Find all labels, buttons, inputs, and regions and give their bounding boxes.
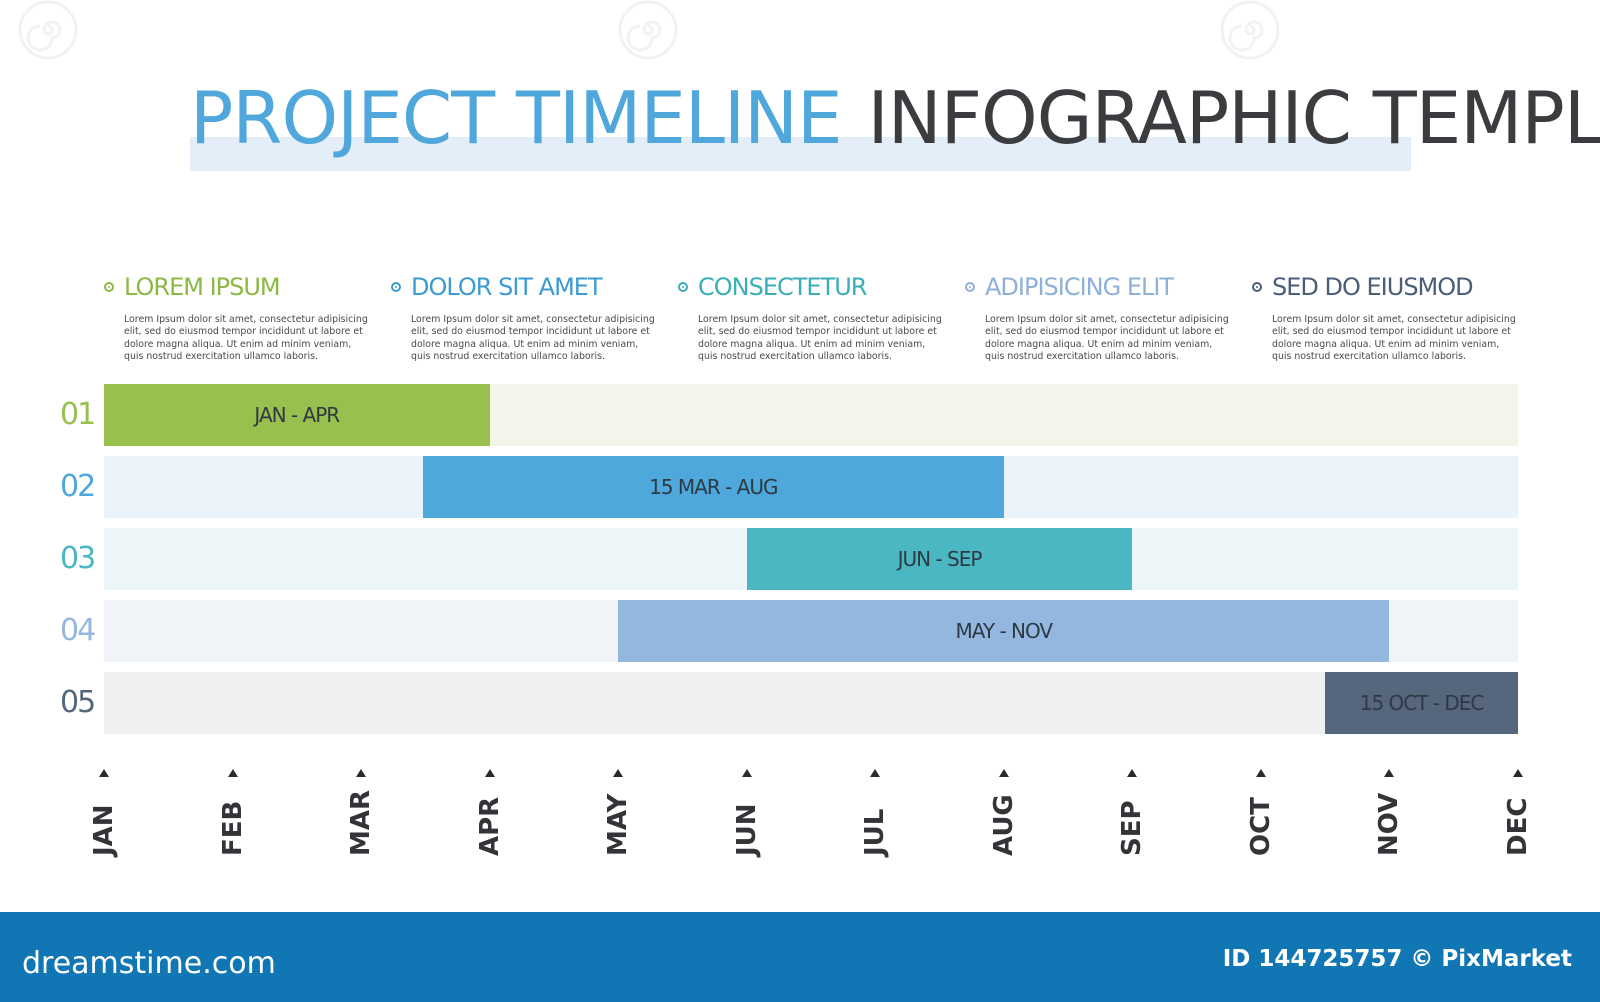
month-label: FEB xyxy=(217,800,248,856)
timeline-bar-label: 15 OCT - DEC xyxy=(1359,691,1485,715)
bullet-icon xyxy=(965,282,975,292)
watermark-spiral-icon xyxy=(618,0,678,60)
page-title: PROJECT TIMELINE INFOGRAPHIC TEMPLATE xyxy=(190,70,1600,166)
row-track xyxy=(104,672,1518,734)
month-tick xyxy=(356,769,367,777)
timeline-bar-label: 15 MAR - AUG xyxy=(649,475,778,499)
bullet-icon xyxy=(1252,282,1262,292)
month-tick xyxy=(99,769,109,777)
legend-heading: ADIPISICING ELIT xyxy=(985,273,1174,301)
bullet-icon xyxy=(104,282,114,292)
month-label: JUN xyxy=(731,803,762,856)
month-tick xyxy=(1127,769,1138,777)
month-label-wrap: JUL xyxy=(835,782,915,862)
footer-brand: dreamstime.com xyxy=(22,946,276,981)
month-tick xyxy=(484,769,495,777)
month-label: AUG xyxy=(988,794,1019,856)
legend-item-5: SED DO EIUSMOD Lorem Ipsum dolor sit ame… xyxy=(1252,268,1516,364)
month-label-wrap: FEB xyxy=(193,782,273,862)
month-tick xyxy=(1255,769,1266,777)
month-label-wrap: JUN xyxy=(707,782,787,862)
month-label-wrap: NOV xyxy=(1349,782,1429,862)
legend-item-1: LOREM IPSUM Lorem Ipsum dolor sit amet, … xyxy=(104,268,368,364)
row-number: 03 xyxy=(60,541,96,576)
legend-text: Lorem Ipsum dolor sit amet, consectetur … xyxy=(985,314,1229,363)
month-tick xyxy=(1513,769,1523,777)
timeline-bar-label: MAY - NOV xyxy=(955,619,1054,643)
timeline-bar-label: JUN - SEP xyxy=(897,547,983,571)
month-label-wrap: MAR xyxy=(321,782,401,862)
month-label-wrap: DEC xyxy=(1478,782,1558,862)
timeline-bar xyxy=(104,384,490,446)
legend-heading: CONSECTETUR xyxy=(698,273,867,301)
timeline-bar-label: JAN - APR xyxy=(254,403,340,427)
legend-item-2: DOLOR SIT AMET Lorem Ipsum dolor sit ame… xyxy=(391,268,655,364)
bullet-icon xyxy=(391,282,401,292)
month-tick xyxy=(741,769,752,777)
legend-heading: SED DO EIUSMOD xyxy=(1272,273,1474,301)
month-label-wrap: AUG xyxy=(964,782,1044,862)
legend-item-3: CONSECTETUR Lorem Ipsum dolor sit amet, … xyxy=(678,268,942,364)
watermark-spiral-icon xyxy=(1220,0,1280,60)
month-label-wrap: MAY xyxy=(578,782,658,862)
title-underline xyxy=(190,137,1411,171)
legend-heading: LOREM IPSUM xyxy=(124,273,281,301)
watermark-spiral-icon xyxy=(18,0,78,60)
row-number: 04 xyxy=(60,613,96,648)
legend-text: Lorem Ipsum dolor sit amet, consectetur … xyxy=(411,314,655,363)
timeline-bar xyxy=(746,528,1133,590)
row-number: 01 xyxy=(60,397,96,432)
title-part-2: INFOGRAPHIC TEMPLATE xyxy=(867,76,1600,160)
month-tick xyxy=(227,769,238,777)
month-label: OCT xyxy=(1245,797,1276,856)
timeline-bar xyxy=(1325,672,1518,734)
month-label: SEP xyxy=(1117,800,1148,856)
month-tick xyxy=(1384,769,1395,777)
month-label-wrap: APR xyxy=(450,782,530,862)
legend-text: Lorem Ipsum dolor sit amet, consectetur … xyxy=(698,314,942,363)
timeline-bar xyxy=(618,600,1390,662)
footer-id: ID 144725757 © PixMarket xyxy=(1222,946,1572,972)
month-label-wrap: SEP xyxy=(1092,782,1172,862)
month-label-wrap: JAN xyxy=(64,782,144,862)
month-tick xyxy=(998,769,1009,777)
month-label-wrap: OCT xyxy=(1221,782,1301,862)
legend-item-4: ADIPISICING ELIT Lorem Ipsum dolor sit a… xyxy=(965,268,1229,364)
month-label: MAY xyxy=(603,793,634,856)
month-label: DEC xyxy=(1503,797,1533,856)
legend-text: Lorem Ipsum dolor sit amet, consectetur … xyxy=(1272,314,1516,363)
month-label: MAR xyxy=(346,789,377,856)
legend-heading: DOLOR SIT AMET xyxy=(411,273,603,301)
timeline-bar xyxy=(422,456,1004,518)
title-part-1: PROJECT TIMELINE xyxy=(190,76,843,160)
month-label: JUL xyxy=(860,808,891,856)
month-label: JAN xyxy=(89,804,119,856)
month-tick xyxy=(613,769,624,777)
month-label: NOV xyxy=(1374,792,1405,856)
month-label: APR xyxy=(474,796,505,856)
row-number: 02 xyxy=(60,469,96,504)
legend-text: Lorem Ipsum dolor sit amet, consectetur … xyxy=(124,314,368,363)
month-tick xyxy=(870,769,881,777)
row-number: 05 xyxy=(60,685,96,720)
bullet-icon xyxy=(678,282,688,292)
footer-bar: dreamstime.com ID 144725757 © PixMarket xyxy=(0,912,1600,1002)
